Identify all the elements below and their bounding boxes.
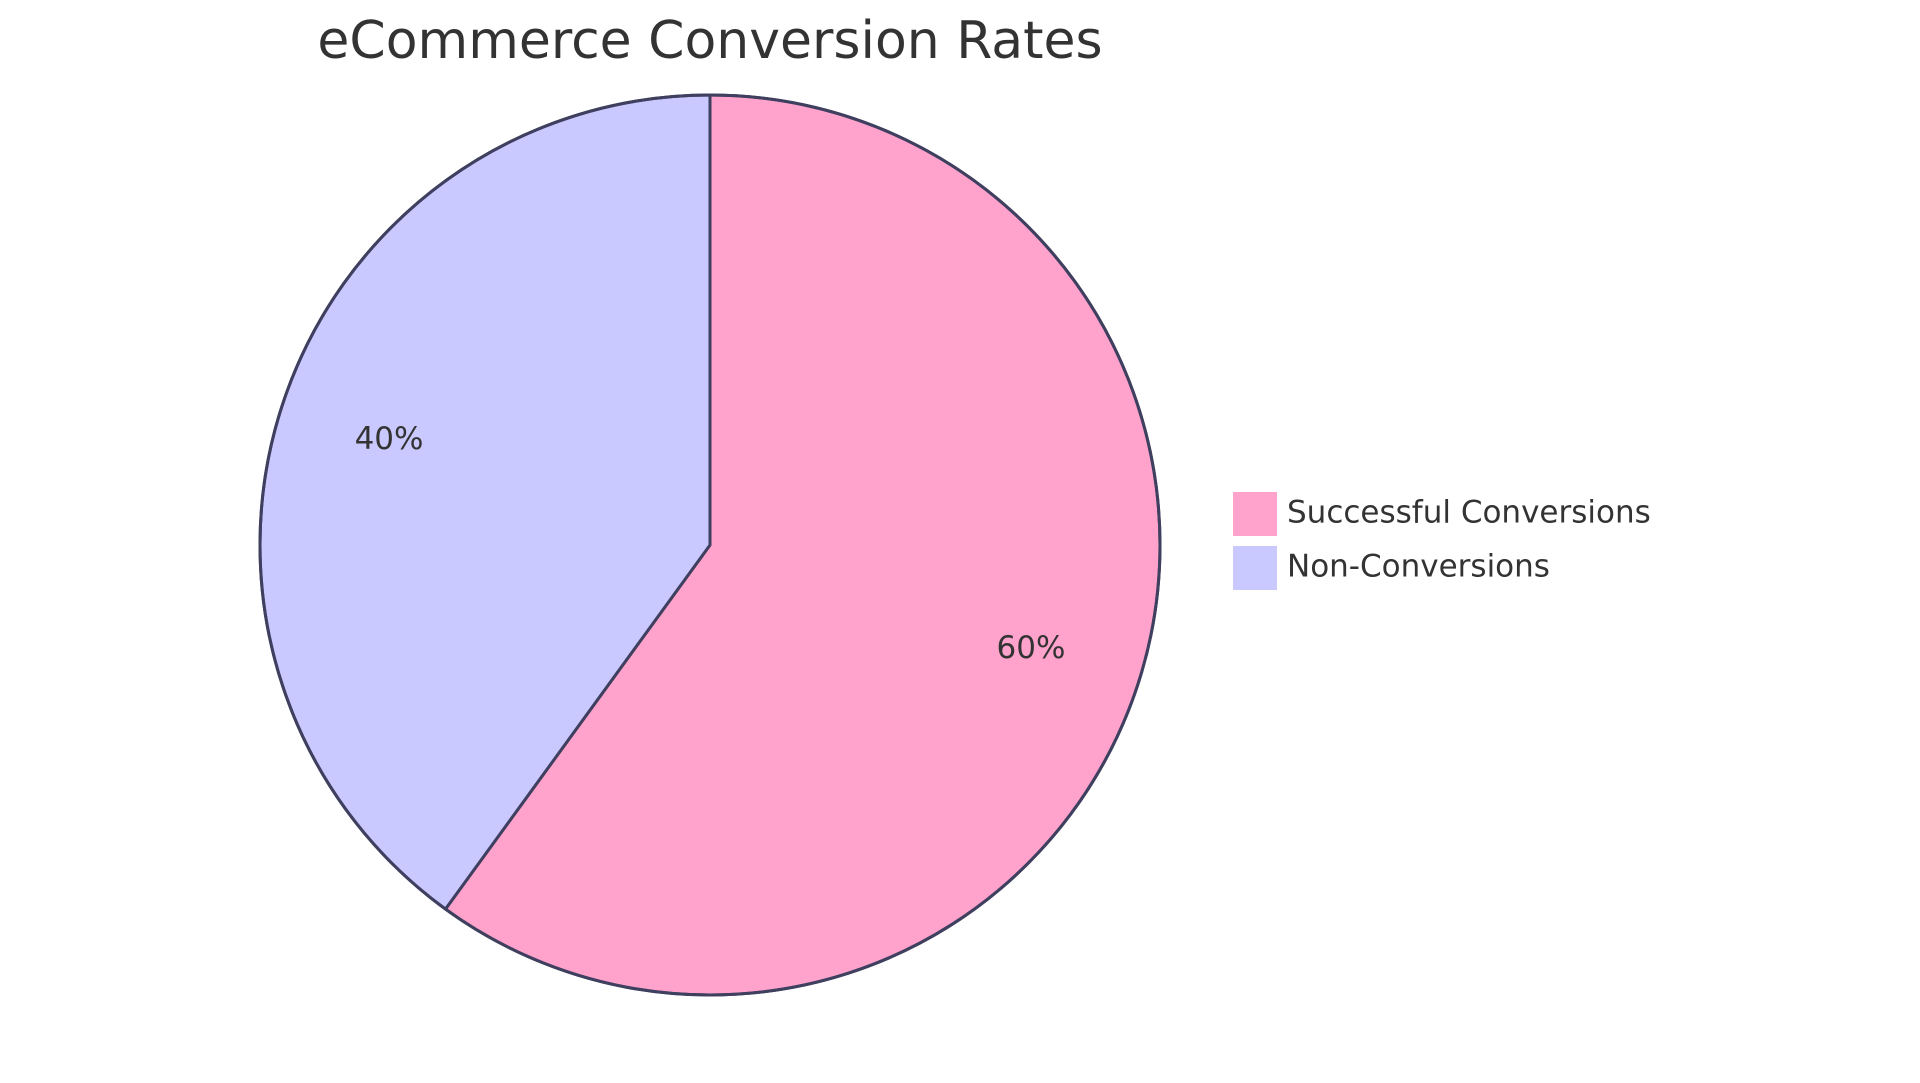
chart-title: eCommerce Conversion Rates (317, 11, 1102, 71)
legend-label-non-conversions: Non-Conversions (1287, 549, 1550, 585)
legend-swatch-successful-conversions (1233, 492, 1277, 536)
slice-label-successful-conversions: 60% (997, 630, 1066, 666)
legend-swatch-non-conversions (1233, 546, 1277, 590)
slice-label-non-conversions: 40% (355, 421, 424, 457)
legend-label-successful-conversions: Successful Conversions (1287, 495, 1651, 531)
slice-labels: 60% 40% (355, 421, 1066, 666)
legend: Successful Conversions Non-Conversions (1233, 492, 1651, 590)
pie-outline (258, 93, 1162, 997)
pie-slices (258, 93, 1162, 997)
